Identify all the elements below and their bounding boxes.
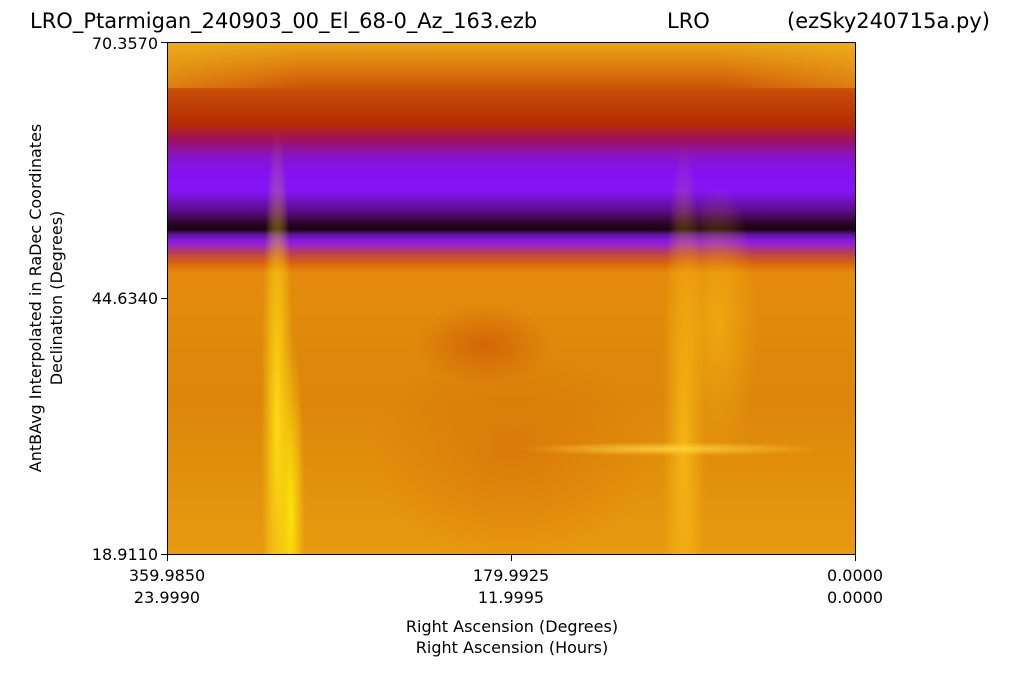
x-tick-label-degrees-left: 359.9850 <box>128 566 206 585</box>
x-tick-middle <box>511 555 512 561</box>
heatmap-top-edge <box>167 42 856 89</box>
y-tick-label-top: 70.3570 <box>91 34 158 53</box>
chart-title-script: (ezSky240715a.py) <box>787 9 990 33</box>
x-axis-title-hours: Right Ascension (Hours) <box>415 638 609 657</box>
x-tick-label-degrees-right: 0.0000 <box>827 566 883 585</box>
x-tick-label-hours-left: 23.9990 <box>133 588 201 607</box>
chart-title-filename: LRO_Ptarmigan_240903_00_El_68-0_Az_163.e… <box>30 9 538 33</box>
heatmap-plot-area <box>167 42 856 555</box>
heatmap-bright-streak-left-lower <box>167 42 856 555</box>
x-tick-label-hours-middle: 11.9995 <box>477 588 545 607</box>
x-tick-right <box>855 555 856 561</box>
heatmap-horizontal-streak <box>518 442 822 457</box>
y-tick-bottom <box>161 554 167 555</box>
y-tick-middle <box>161 298 167 299</box>
x-tick-label-hours-right: 0.0000 <box>827 588 883 607</box>
y-tick-label-bottom: 18.9110 <box>91 545 158 564</box>
x-tick-label-degrees-middle: 179.9925 <box>472 566 550 585</box>
x-axis-title-degrees: Right Ascension (Degrees) <box>405 617 619 636</box>
x-tick-left <box>167 555 168 561</box>
y-axis-title-line1: AntBAvg Interpolated in RaDec Coordinate… <box>26 123 46 473</box>
y-axis-title-line2: Declination (Degrees) <box>47 210 66 386</box>
y-tick-top <box>161 42 167 43</box>
chart-title-observatory: LRO <box>667 9 710 33</box>
y-tick-label-middle: 44.6340 <box>91 289 158 308</box>
